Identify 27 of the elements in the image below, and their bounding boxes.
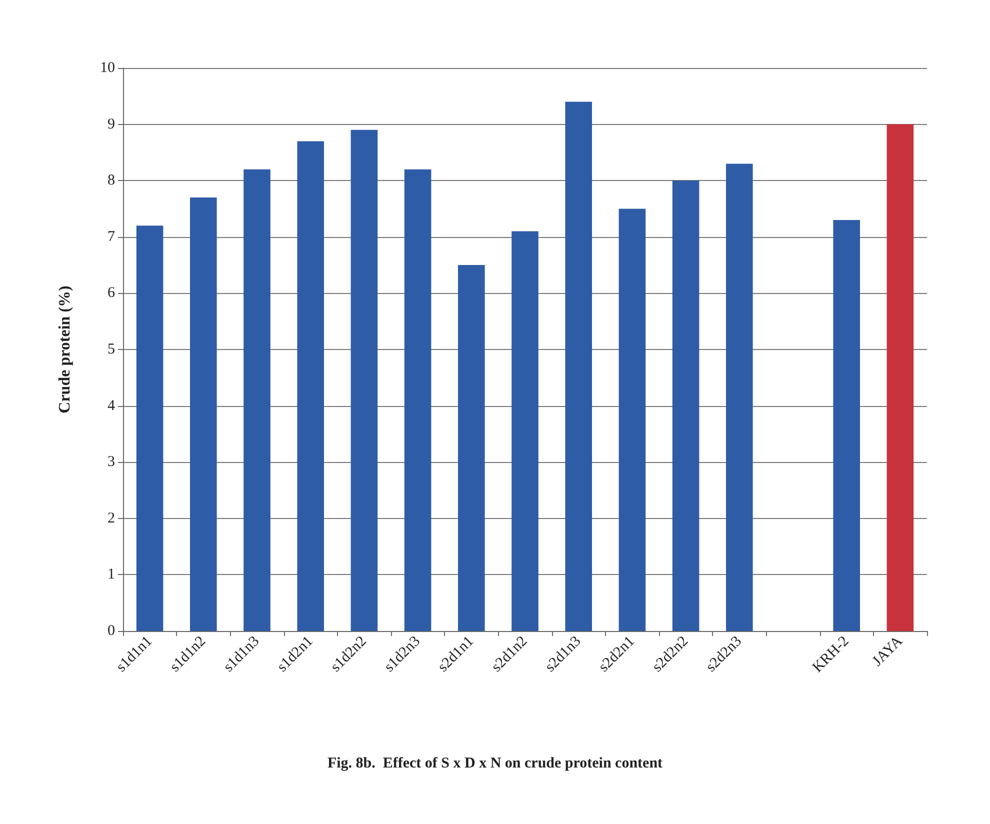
bar: [136, 226, 164, 631]
bar: [618, 208, 646, 631]
bar: [297, 141, 324, 631]
bar: [458, 265, 485, 631]
bar: [350, 130, 378, 631]
bar: [886, 124, 914, 631]
y-tick-label: 4: [108, 398, 116, 414]
text: Fig. 8b. Effect of S x D x N on crude protein content: [327, 756, 663, 772]
y-axis-title: Crude protein (%): [56, 286, 74, 414]
bar: [512, 231, 538, 631]
y-tick-label: 1: [108, 566, 115, 583]
bar: [672, 180, 700, 631]
y-tick-label: 3: [108, 454, 115, 470]
bar: [404, 169, 432, 631]
bar: [190, 197, 217, 631]
y-tick-label: 6: [108, 285, 116, 302]
y-tick-label: 7: [108, 228, 116, 245]
y-tick-label: 5: [108, 342, 115, 358]
bar: [833, 220, 860, 631]
y-tick-label: 9: [108, 116, 115, 132]
bar: [726, 164, 753, 631]
y-tick-label: 2: [108, 510, 115, 526]
bar: [565, 102, 592, 631]
bar: [244, 169, 270, 631]
y-tick-label: 10: [100, 60, 115, 76]
y-tick-label: 8: [108, 172, 115, 189]
y-tick-label: 0: [108, 623, 115, 639]
